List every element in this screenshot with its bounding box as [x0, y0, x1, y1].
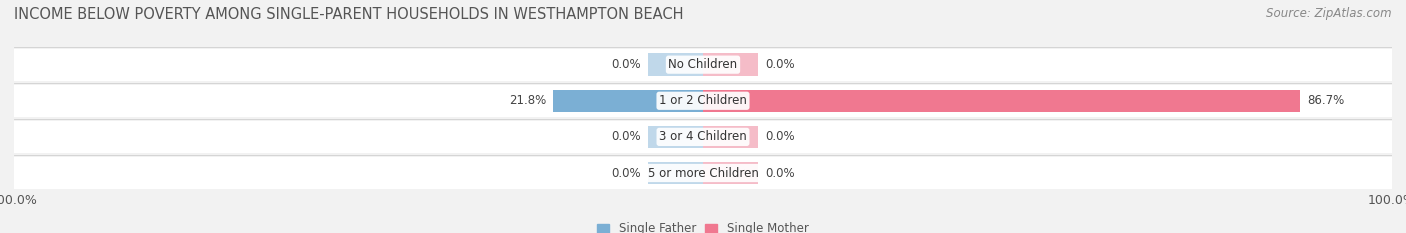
Bar [14, 121, 1392, 153]
Text: No Children: No Children [668, 58, 738, 71]
Bar [14, 157, 1392, 189]
Bar [703, 89, 1301, 112]
Text: 0.0%: 0.0% [612, 167, 641, 179]
Bar [553, 89, 703, 112]
Text: 0.0%: 0.0% [765, 130, 794, 143]
Text: 3 or 4 Children: 3 or 4 Children [659, 130, 747, 143]
Bar [14, 49, 1392, 81]
Bar [703, 53, 758, 76]
Text: Source: ZipAtlas.com: Source: ZipAtlas.com [1267, 7, 1392, 20]
Text: 5 or more Children: 5 or more Children [648, 167, 758, 179]
Bar [648, 53, 703, 76]
Bar [703, 126, 758, 148]
Text: 0.0%: 0.0% [612, 130, 641, 143]
Bar [703, 162, 758, 184]
Bar [648, 126, 703, 148]
Legend: Single Father, Single Mother: Single Father, Single Mother [593, 218, 813, 233]
Text: 21.8%: 21.8% [509, 94, 546, 107]
Bar [703, 89, 1301, 112]
Text: 0.0%: 0.0% [765, 167, 794, 179]
Text: 0.0%: 0.0% [765, 58, 794, 71]
Text: INCOME BELOW POVERTY AMONG SINGLE-PARENT HOUSEHOLDS IN WESTHAMPTON BEACH: INCOME BELOW POVERTY AMONG SINGLE-PARENT… [14, 7, 683, 22]
Bar [14, 85, 1392, 117]
Text: 1 or 2 Children: 1 or 2 Children [659, 94, 747, 107]
Text: 86.7%: 86.7% [1308, 94, 1344, 107]
Bar [648, 162, 703, 184]
Bar [553, 89, 703, 112]
Text: 0.0%: 0.0% [612, 58, 641, 71]
